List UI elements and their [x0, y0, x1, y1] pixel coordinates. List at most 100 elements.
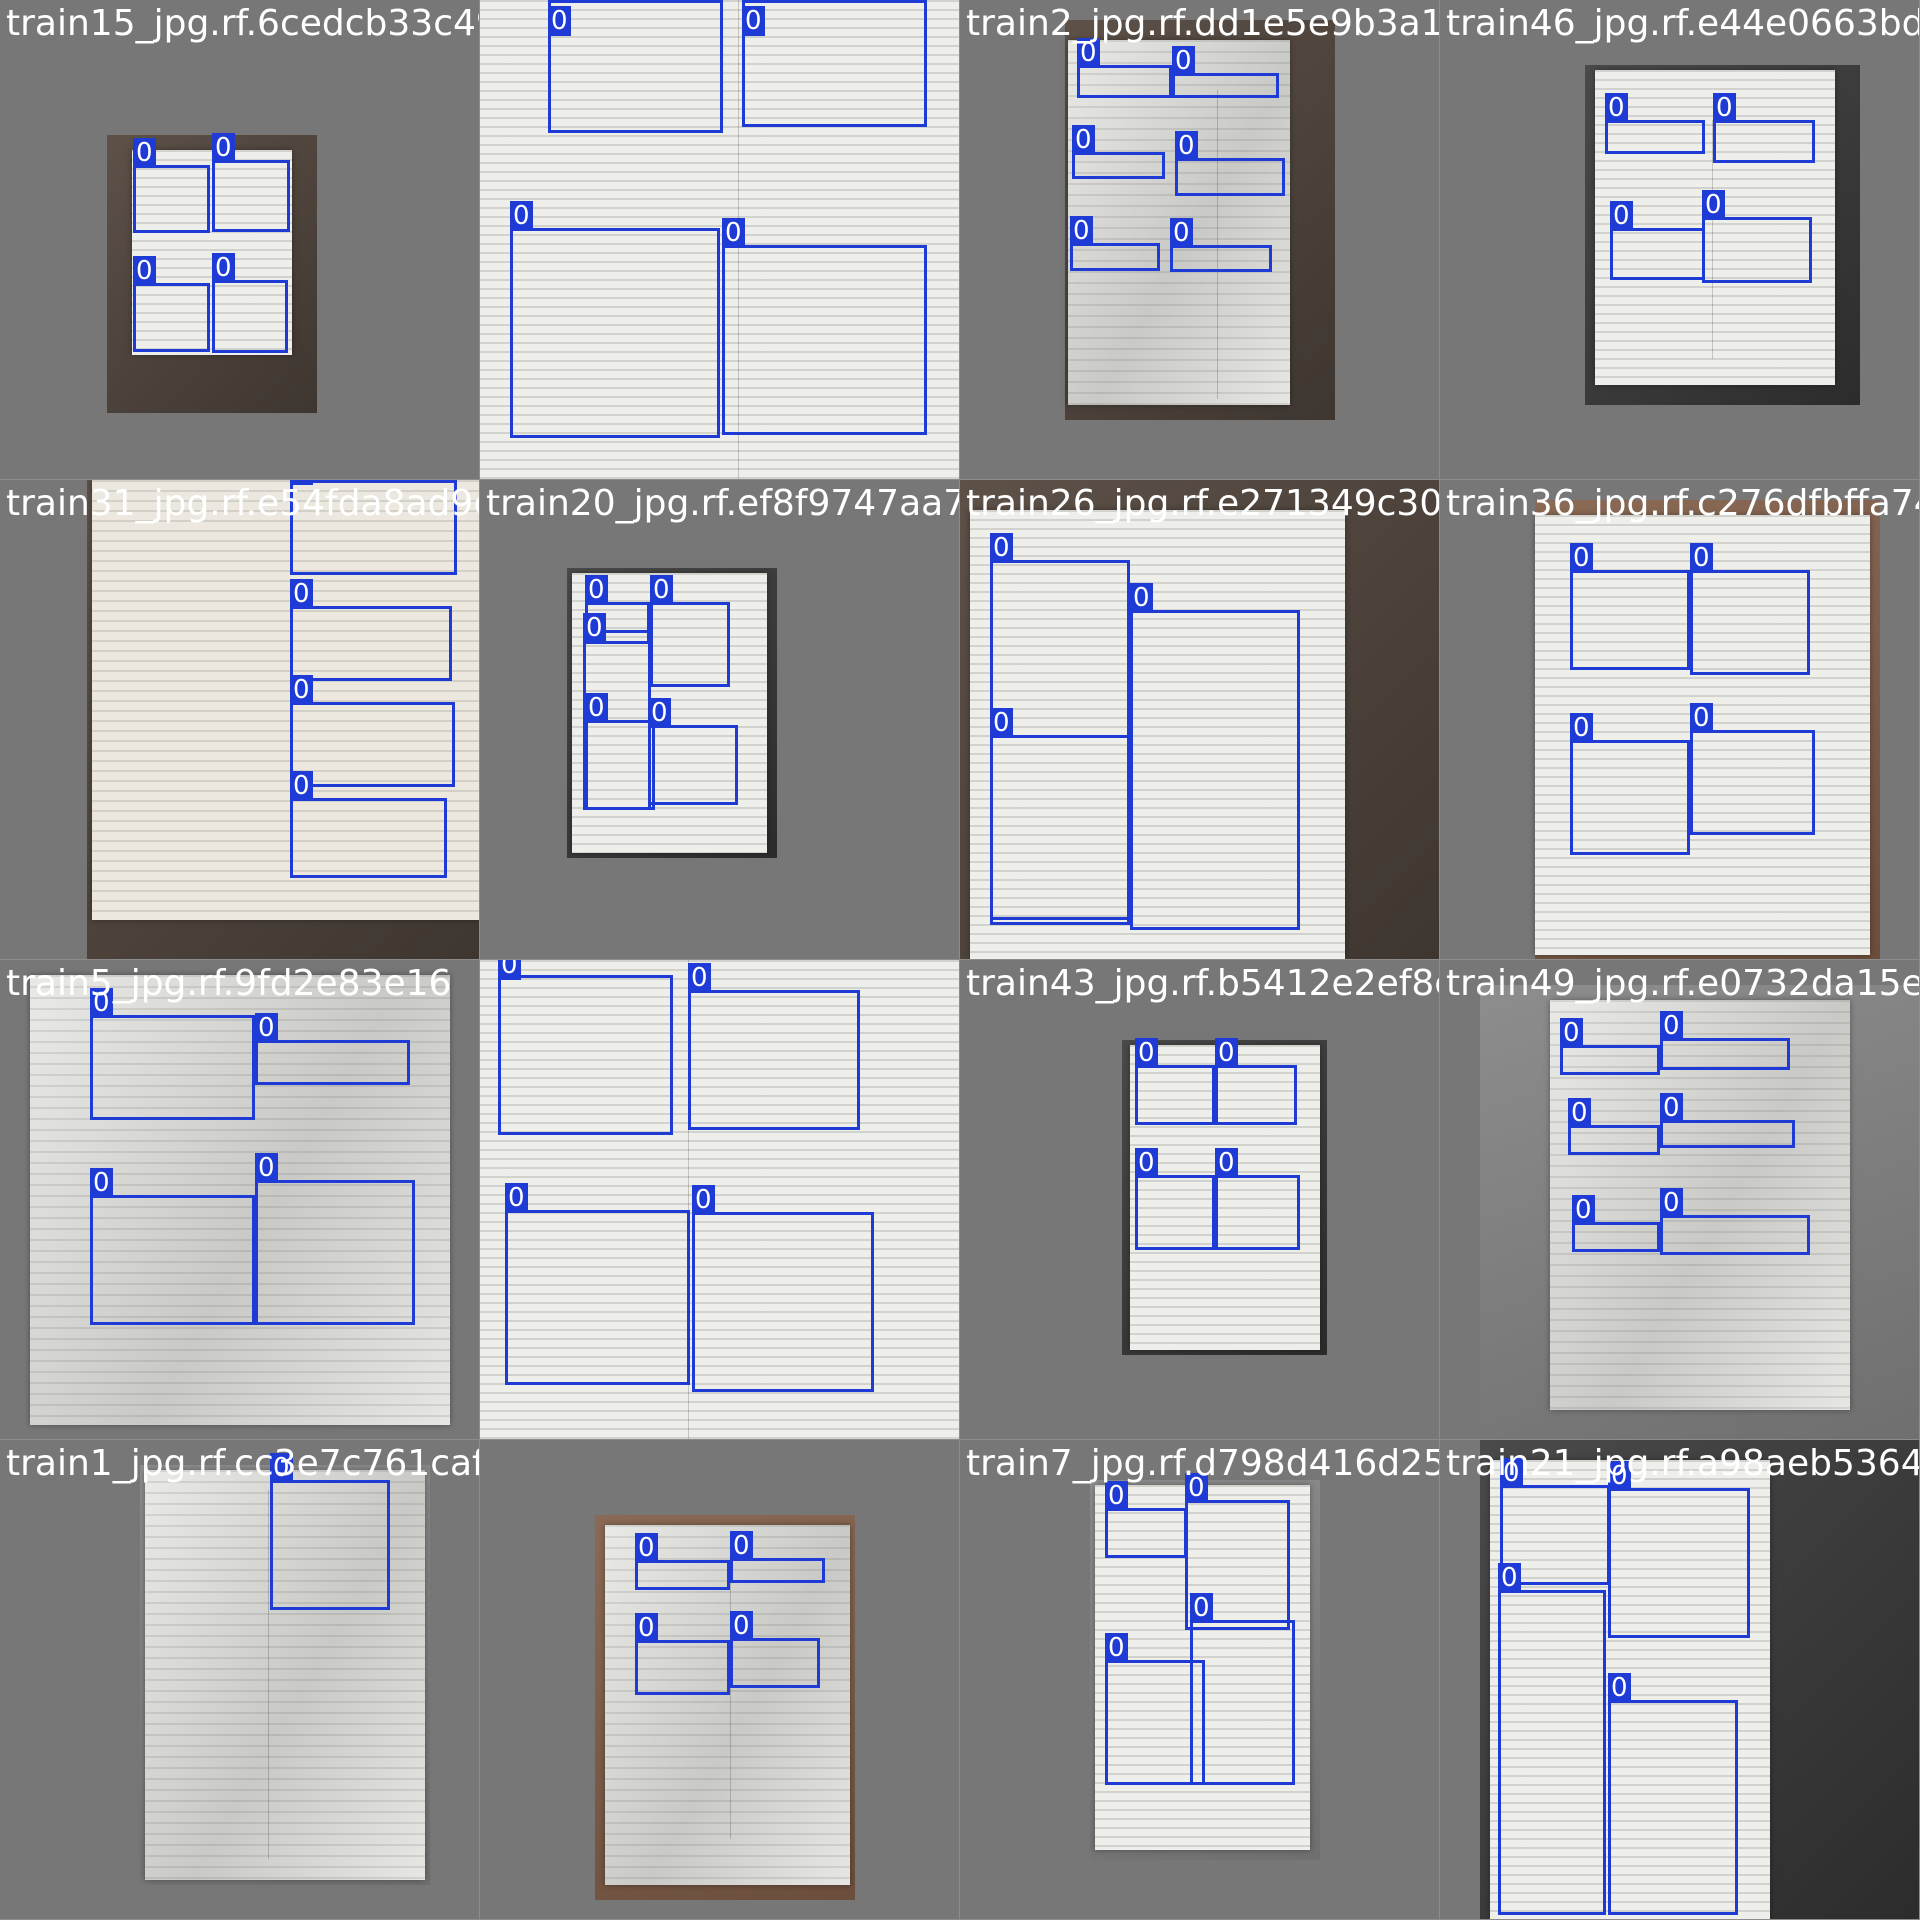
class-label: 0 — [1570, 713, 1593, 743]
class-label: 0 — [1690, 703, 1713, 733]
class-label: 0 — [212, 133, 235, 163]
bounding-box: 0 — [1568, 1098, 1660, 1155]
class-label: 0 — [1175, 131, 1198, 161]
class-label: 0 — [1500, 1458, 1523, 1488]
class-label: 0 — [583, 613, 606, 643]
mosaic-tile: 0 0 0 0 train46_jpg.rf.e44e0663bdc — [1440, 0, 1920, 480]
class-label: 0 — [1105, 1481, 1128, 1511]
bounding-box: 0 — [290, 675, 455, 787]
class-label: 0 — [730, 1531, 753, 1561]
class-label: 0 — [635, 1613, 658, 1643]
class-label: 0 — [1135, 1148, 1158, 1178]
bounding-box: 0 — [1072, 125, 1165, 179]
class-label: 0 — [255, 1013, 278, 1043]
image-filename: train15_jpg.rf.6cedcb33c49200 — [6, 3, 479, 44]
worksheet-page — [1130, 1045, 1320, 1350]
class-label: 0 — [990, 708, 1013, 738]
class-label: 0 — [650, 575, 673, 605]
class-label: 0 — [290, 771, 313, 801]
mosaic-tile: 0 0 0 0 train36_jpg.rf.c276dfbffa7479 — [1440, 480, 1920, 960]
bounding-box: 0 — [1572, 1195, 1660, 1252]
page-fold — [1217, 90, 1218, 399]
bounding-box: 0 — [1608, 1461, 1750, 1638]
class-label: 0 — [505, 1183, 528, 1213]
class-label: 0 — [1560, 1018, 1583, 1048]
class-label: 0 — [585, 693, 608, 723]
class-label: 0 — [1070, 216, 1093, 246]
class-label: 0 — [990, 533, 1013, 563]
class-label: 0 — [1570, 543, 1593, 573]
image-filename: train43_jpg.rf.b5412e2ef8e6b — [966, 963, 1439, 1004]
worksheet-page — [145, 1470, 425, 1880]
page-fold — [688, 960, 689, 1439]
bounding-box: 0 — [1077, 38, 1172, 98]
image-filename: train49_jpg.rf.e0732da15e1bf — [1446, 963, 1919, 1004]
class-label: 0 — [1568, 1098, 1591, 1128]
bounding-box: 0 — [1660, 1093, 1795, 1148]
bounding-box: 0 — [1498, 1563, 1606, 1915]
bounding-box: 0 — [90, 1168, 255, 1325]
bounding-box: 0 — [730, 1531, 825, 1583]
bounding-box: 0 — [133, 256, 210, 352]
class-label: 0 — [548, 6, 571, 36]
mosaic-tile: 0 0 0 0 train21_jpg.rf.a98aeb53646c9a — [1440, 1440, 1920, 1920]
worksheet-page — [970, 510, 1345, 959]
class-label: 0 — [635, 1533, 658, 1563]
bounding-box: 0 — [1605, 93, 1705, 154]
mosaic-tile: 0 train1_jpg.rf.cc3e7c761caf72 — [0, 1440, 480, 1920]
class-label: 0 — [688, 963, 711, 993]
bounding-box: 0 — [1070, 216, 1160, 271]
bounding-box: 0 — [1608, 1673, 1738, 1915]
mosaic-tile: 0 0 0 0 train7_jpg.rf.d798d416d25 — [960, 1440, 1440, 1920]
bounding-box: 0 — [270, 1453, 390, 1610]
bounding-box: 0 — [742, 0, 927, 127]
image-filename: train2_jpg.rf.dd1e5e9b3a1e0b — [966, 3, 1439, 44]
image-filename: train5_jpg.rf.9fd2e83e16 — [6, 963, 452, 1004]
class-label: 0 — [742, 6, 765, 36]
bounding-box: 0 — [650, 575, 730, 687]
class-label: 0 — [1572, 1195, 1595, 1225]
class-label: 0 — [1105, 1633, 1128, 1663]
bounding-box: 0 — [730, 1611, 820, 1688]
bounding-box: 0 — [255, 1153, 415, 1325]
bounding-box: 0 — [1135, 1148, 1215, 1250]
bounding-box: 0 — [212, 253, 288, 353]
bounding-box: 0 — [1105, 1633, 1205, 1785]
mosaic-tile: 0 0 0 0 train31_jpg.rf.e54fda8ad9c3 — [0, 480, 480, 960]
class-label: 0 — [1702, 190, 1725, 220]
bounding-box: 0 — [1135, 1038, 1215, 1125]
image-filename: train46_jpg.rf.e44e0663bdc — [1446, 3, 1920, 44]
image-filename: train21_jpg.rf.a98aeb53646c9a — [1446, 1443, 1920, 1484]
class-label: 0 — [1172, 46, 1195, 76]
class-label: 0 — [133, 138, 156, 168]
class-label: 0 — [510, 201, 533, 231]
mosaic-tile: 0 0 0 0 — [480, 1440, 960, 1920]
class-label: 0 — [133, 256, 156, 286]
class-label: 0 — [1072, 125, 1095, 155]
class-label: 0 — [1660, 1093, 1683, 1123]
bounding-box: 0 — [133, 138, 210, 233]
class-label: 0 — [1215, 1038, 1238, 1068]
bounding-box: 0 — [1105, 1481, 1187, 1558]
mosaic-tile: 0 0 0 0 — [480, 960, 960, 1440]
mosaic-tile: 0 0 0 0 — [480, 0, 960, 480]
mosaic-tile: 0 0 0 0 0 0 train49_jpg.rf.e0732da15e1bf — [1440, 960, 1920, 1440]
mosaic-tile: 0 0 0 0 train5_jpg.rf.9fd2e83e16 — [0, 960, 480, 1440]
class-label: 0 — [1498, 1563, 1521, 1593]
bounding-box: 0 — [212, 133, 290, 232]
class-label: 0 — [1185, 1473, 1208, 1503]
bounding-box: 0 — [90, 988, 255, 1120]
bounding-box: 0 — [1170, 218, 1272, 272]
mosaic-tile: 0 0 0 0 train15_jpg.rf.6cedcb33c49200 — [0, 0, 480, 480]
bounding-box: 0 — [290, 480, 457, 575]
class-label: 0 — [290, 480, 313, 485]
image-filename: train31_jpg.rf.e54fda8ad9c3 — [6, 483, 480, 524]
bounding-box: 0 — [290, 771, 447, 878]
worksheet-page — [1490, 1460, 1770, 1919]
class-label: 0 — [1077, 38, 1100, 68]
class-label: 0 — [270, 1453, 293, 1483]
class-label: 0 — [692, 1185, 715, 1215]
bounding-box: 0 — [1190, 1593, 1295, 1785]
class-label: 0 — [255, 1153, 278, 1183]
